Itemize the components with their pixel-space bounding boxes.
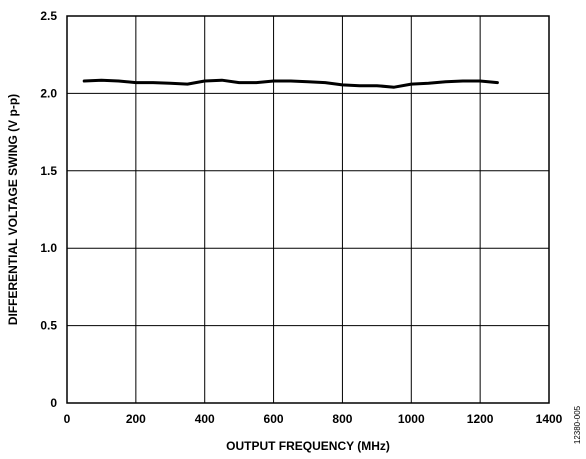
y-tick-label: 0.5 bbox=[40, 319, 57, 333]
x-tick-label: 600 bbox=[264, 412, 284, 426]
x-tick-label: 400 bbox=[195, 412, 215, 426]
x-tick-label: 1000 bbox=[398, 412, 425, 426]
y-tick-label: 1.0 bbox=[40, 241, 57, 255]
x-tick-label: 800 bbox=[332, 412, 352, 426]
x-tick-labels: 0 200 400 600 800 1000 1200 1400 bbox=[64, 412, 563, 426]
grid bbox=[67, 16, 549, 403]
y-tick-label: 2.5 bbox=[40, 9, 57, 23]
figure-id: 12380-005 bbox=[573, 405, 582, 444]
plot-frame bbox=[66, 15, 550, 404]
x-tick-label: 1400 bbox=[536, 412, 563, 426]
series-layer bbox=[82, 78, 499, 89]
y-tick-label: 1.5 bbox=[40, 164, 57, 178]
y-tick-label: 0 bbox=[50, 396, 57, 410]
series-line bbox=[82, 78, 499, 89]
y-tick-label: 2.0 bbox=[40, 86, 57, 100]
y-tick-labels: 0 0.5 1.0 1.5 2.0 2.5 bbox=[40, 9, 57, 410]
x-axis-title: OUTPUT FREQUENCY (MHz) bbox=[226, 439, 390, 453]
x-tick-label: 0 bbox=[64, 412, 71, 426]
x-tick-label: 1200 bbox=[467, 412, 494, 426]
x-tick-label: 200 bbox=[126, 412, 146, 426]
y-axis-title: DIFFERENTIAL VOLTAGE SWING (V p-p) bbox=[6, 94, 20, 325]
